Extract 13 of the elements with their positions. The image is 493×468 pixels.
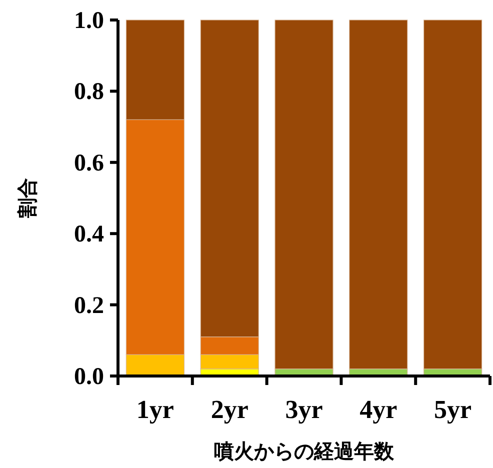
x-tick-label: 5yr bbox=[434, 395, 472, 424]
x-tick-label: 3yr bbox=[285, 395, 323, 424]
y-axis-title: 割合 bbox=[15, 178, 39, 219]
y-tick-label: 0.6 bbox=[74, 150, 104, 176]
x-tick-label: 4yr bbox=[360, 395, 398, 424]
x-tick-label: 2yr bbox=[210, 395, 248, 424]
y-tick-label: 0.4 bbox=[74, 222, 104, 248]
y-tick-label: 0.0 bbox=[74, 364, 104, 390]
y-tick-label: 1.0 bbox=[74, 8, 104, 34]
x-tick-label: 1yr bbox=[136, 395, 174, 424]
x-axis-title: 噴火からの経過年数 bbox=[214, 439, 395, 463]
y-tick-label: 0.2 bbox=[74, 292, 104, 319]
y-tick-label: 0.8 bbox=[74, 79, 104, 106]
